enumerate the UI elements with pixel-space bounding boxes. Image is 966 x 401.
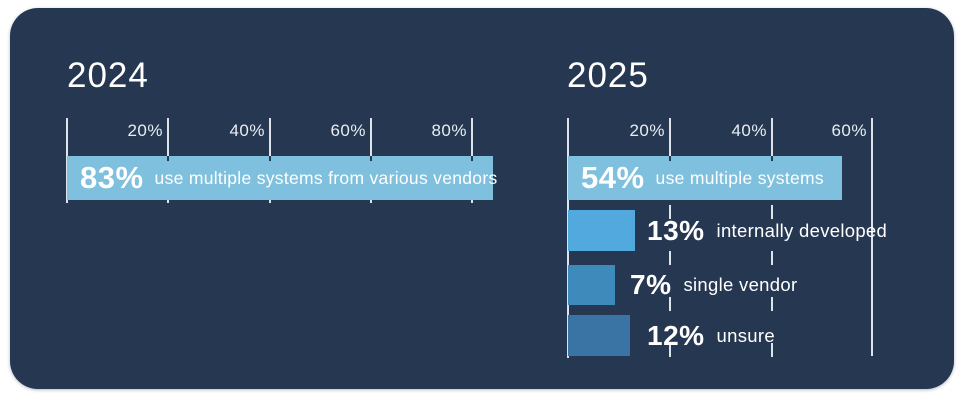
gridline-2025-40pct-top (771, 118, 773, 156)
gridline-2025-60pct (871, 118, 873, 356)
bar-2025-unsure (568, 315, 630, 356)
bar-top-notch (471, 156, 473, 161)
chart-2024-title: 2024 (67, 56, 149, 95)
gridline-2025-20pct-dashed (669, 205, 671, 358)
bar-value-label: 13% (647, 214, 705, 246)
bar-category-label: unsure (716, 324, 775, 346)
bar-top-notch (167, 156, 169, 161)
bar-value-label: 54% (581, 160, 645, 195)
tick-label-2025-20pct: 20% (629, 121, 665, 140)
bar-category-label: use multiple systems (655, 167, 824, 188)
tick-label-2024-60pct: 60% (330, 121, 366, 140)
bar-top-notch (771, 156, 773, 161)
bar-2025-single-vendor (568, 265, 615, 305)
tick-label-2025-60pct: 60% (831, 121, 867, 140)
bar-2025-single-vendor-text: 7% single vendor (630, 265, 797, 305)
bar-2025-unsure-text: 12% unsure (647, 315, 775, 356)
bar-2025-multiple-systems: 54% use multiple systems (568, 156, 842, 200)
tick-label-2025-40pct: 40% (731, 121, 767, 140)
bar-top-notch (269, 156, 271, 161)
bar-value-label: 12% (647, 319, 705, 351)
bar-category-label: internally developed (716, 219, 888, 241)
gridline-2025-20pct-top (669, 118, 671, 156)
bar-value-label: 7% (630, 269, 672, 300)
bar-category-label: use multiple systems from various vendor… (154, 167, 498, 188)
gridline-2025-40pct-dashed (771, 205, 773, 358)
bar-2025-internally-developed (568, 210, 635, 251)
chart-2025-title: 2025 (567, 56, 649, 95)
bar-2025-internally-developed-text: 13% internally developed (647, 210, 887, 251)
infographic-card: 2024 20% 40% 60% 80% 83% use multiple sy… (10, 8, 954, 389)
bar-value-label: 83% (80, 160, 144, 195)
bar-category-label: single vendor (683, 274, 798, 295)
bar-2024-multiple-systems: 83% use multiple systems from various ve… (67, 156, 497, 200)
tick-label-2024-80pct: 80% (431, 121, 467, 140)
bar-top-notch (370, 156, 372, 161)
bar-top-notch (669, 156, 671, 161)
tick-label-2024-20pct: 20% (127, 121, 163, 140)
tick-label-2024-40pct: 40% (229, 121, 265, 140)
